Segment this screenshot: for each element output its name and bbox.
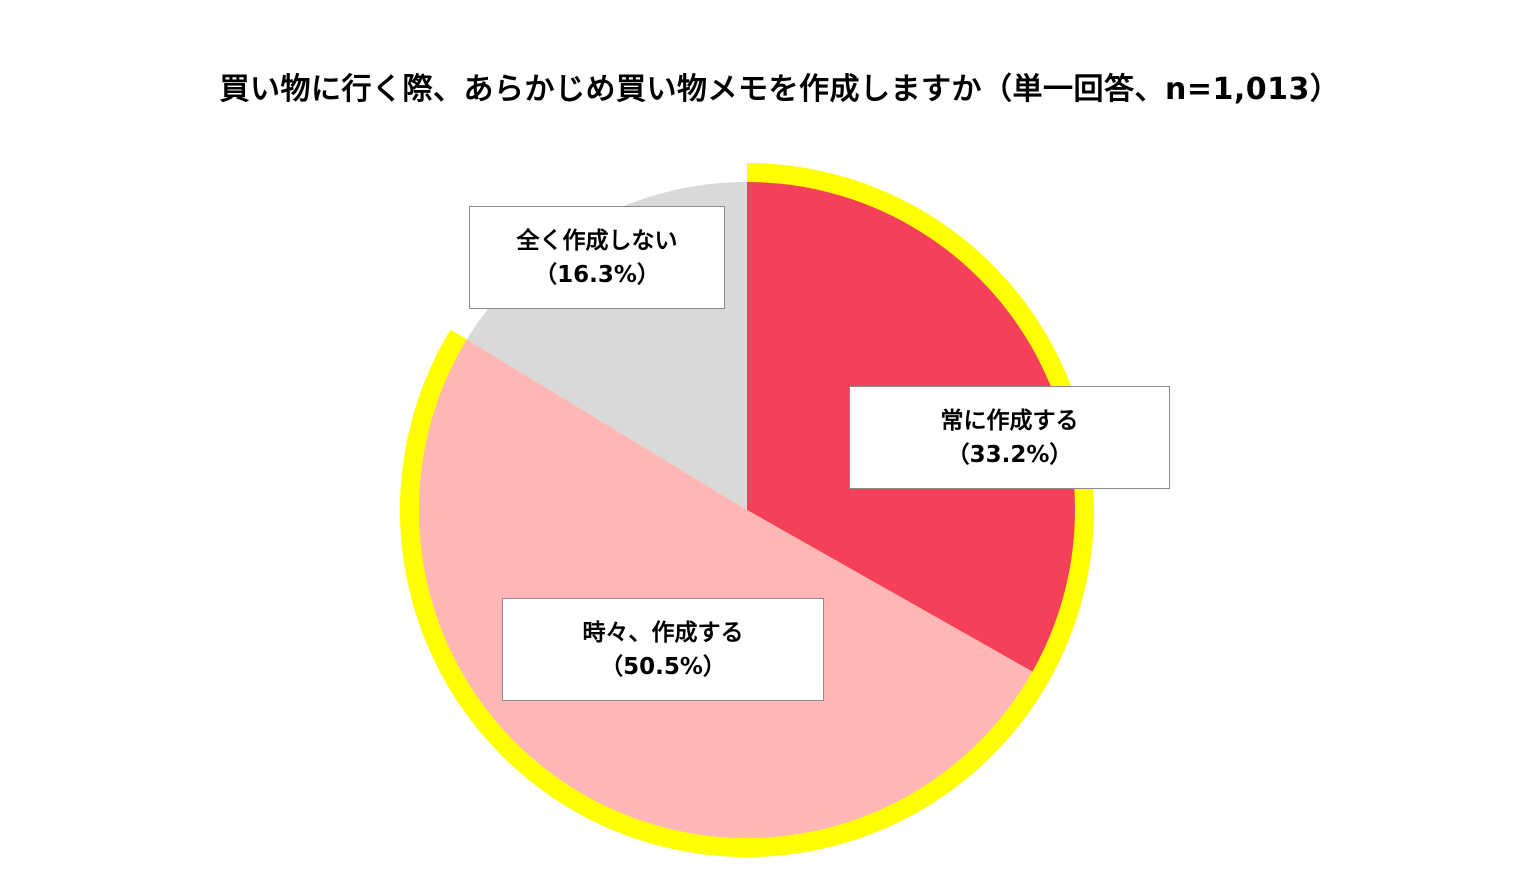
chart-title: 買い物に行く際、あらかじめ買い物メモを作成しますか（単一回答、n=1,013）	[219, 72, 1341, 107]
pie-slice-sometimes	[418, 339, 1033, 839]
data-label-always-name: 常に作成する	[940, 407, 1079, 434]
data-label-sometimes: 時々、作成する （50.5%）	[502, 598, 824, 701]
data-label-always: 常に作成する （33.2%）	[849, 386, 1170, 489]
data-label-always-value: （33.2%）	[946, 441, 1073, 468]
data-label-never-name: 全く作成しない	[516, 227, 678, 254]
data-label-never-value: （16.3%）	[534, 261, 660, 288]
data-label-sometimes-name: 時々、作成する	[582, 619, 744, 646]
data-label-sometimes-value: （50.5%）	[600, 653, 726, 680]
data-label-never: 全く作成しない （16.3%）	[469, 206, 725, 309]
